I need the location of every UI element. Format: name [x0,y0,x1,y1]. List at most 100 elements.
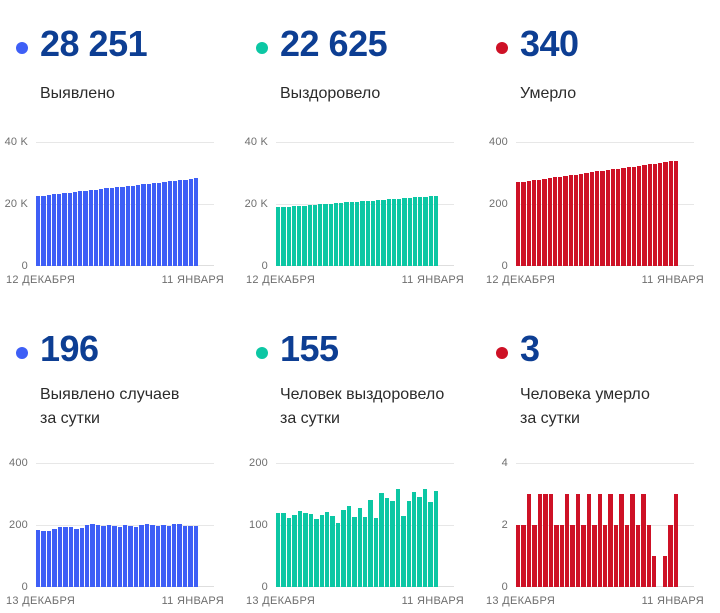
bar [610,169,616,266]
bar [668,525,673,587]
stat-panel-detected-daily: 196 Выявлено случаев за сутки 400 200 0 … [0,307,240,613]
x-axis-end-label: 11 ЯНВАРЯ [401,274,464,286]
x-axis-labels: 12 ДЕКАБРЯ 11 ЯНВАРЯ [246,274,464,286]
bar [642,164,647,266]
bar [363,516,368,587]
y-axis-tick: 100 [249,519,268,531]
bars-container [276,142,439,266]
bar [84,525,90,587]
bar [592,525,597,587]
bar [166,525,171,587]
bar [379,492,384,587]
stat-label-line: Выявлено [40,85,115,102]
x-axis-labels: 12 ДЕКАБРЯ 11 ЯНВАРЯ [6,274,224,286]
bar [177,524,182,587]
bar [616,168,621,266]
grid-line [276,142,454,143]
bar [402,198,407,266]
bar [376,200,381,266]
bar-chart-recovered-daily: 200 100 0 13 ДЕКАБРЯ 11 ЯНВАРЯ [240,457,480,607]
bar [328,203,333,266]
bar-chart-detected-daily: 400 200 0 13 ДЕКАБРЯ 11 ЯНВАРЯ [0,457,240,607]
bar [543,494,548,587]
bar [630,494,635,587]
bar [626,167,631,266]
bar [637,165,642,266]
bar [521,525,526,587]
bar [418,197,423,266]
grid-line [36,463,214,464]
bar [120,186,125,266]
bar [128,525,133,587]
bar [302,205,307,266]
bar [46,530,52,587]
bar [63,526,68,587]
y-axis-tick: 40 K [244,136,268,148]
bar [673,494,679,587]
bar [161,525,166,587]
y-axis-tick: 40 K [4,136,28,148]
bar [188,525,193,587]
stat-value: 3 [520,328,540,369]
bar [532,525,537,587]
x-axis-end-label: 11 ЯНВАРЯ [641,595,704,607]
grid-line [516,463,694,464]
bar [307,205,312,266]
x-axis-labels: 12 ДЕКАБРЯ 11 ЯНВАРЯ [486,274,704,286]
y-axis-tick: 20 K [4,198,28,210]
bar [570,525,575,587]
bar [600,170,605,266]
stat-value: 196 [40,328,99,369]
bar [558,176,563,266]
bar [281,207,286,266]
bar [167,181,172,266]
y-axis-tick: 0 [261,260,268,272]
bar [144,523,150,587]
bar [613,525,619,587]
bar [162,181,167,266]
bar [130,185,136,266]
x-axis-labels: 13 ДЕКАБРЯ 11 ЯНВАРЯ [486,595,704,607]
bar [93,189,99,266]
stat-panel-detected-total: 28 251 Выявлено 40 K 20 K 0 12 ДЕКАБРЯ 1… [0,0,240,307]
bar [297,511,303,587]
bar [319,515,324,587]
bar [41,531,46,587]
bar [139,525,144,587]
bar [373,518,379,587]
x-axis-start-label: 13 ДЕКАБРЯ [6,595,76,607]
bar [603,525,608,587]
stat-label-line: Выздоровело [280,85,381,102]
bar [401,516,406,587]
grid-line [276,265,454,266]
stat-panel-deaths-daily: 3 Человека умерло за сутки 4 2 0 13 ДЕКА… [480,307,720,613]
bar [641,494,646,587]
bar [370,200,376,266]
bar [57,527,63,587]
bar [88,190,93,266]
bar [339,202,344,266]
bar [412,197,418,266]
bar [68,527,74,587]
bars-container [516,142,679,266]
bar [74,528,79,587]
bar [537,494,543,587]
bar [46,195,51,266]
bar [422,489,428,587]
bar [125,186,130,266]
bar [155,525,161,587]
stat-value: 28 251 [40,23,148,64]
bar [647,164,652,266]
grid-line [36,204,214,205]
stat-value: 155 [280,328,339,369]
stat-value: 22 625 [280,23,388,64]
bar [303,512,308,587]
bar [521,181,526,266]
bar [99,189,104,266]
bar [104,188,109,266]
bar [291,206,297,266]
stat-panel-recovered-total: 22 625 Выздоровело 40 K 20 K 0 12 ДЕКАБР… [240,0,480,307]
bars-container [36,463,199,587]
